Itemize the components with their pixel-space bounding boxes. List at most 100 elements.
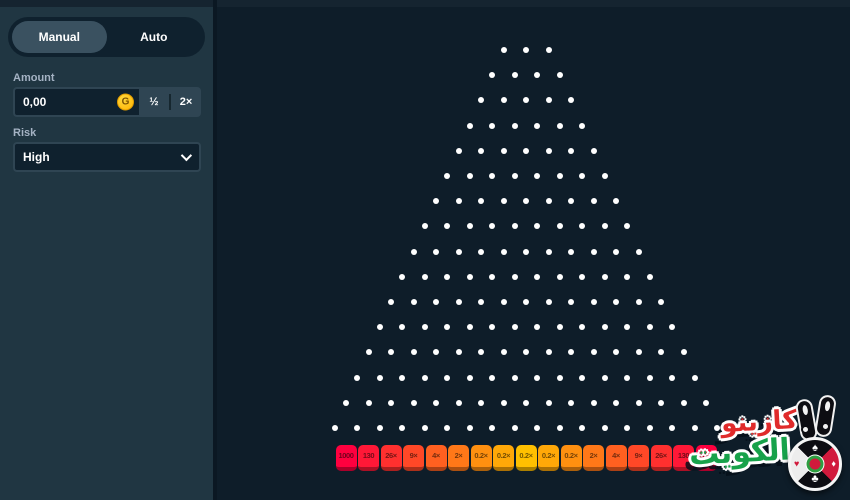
peg <box>399 425 406 431</box>
peg <box>511 425 518 431</box>
peg <box>410 248 417 255</box>
peg <box>534 273 541 280</box>
peg <box>579 173 586 179</box>
peg <box>354 425 361 431</box>
peg <box>489 173 496 179</box>
peg <box>478 299 484 305</box>
peg <box>613 248 619 255</box>
peg <box>511 223 518 230</box>
peg <box>478 248 484 255</box>
peg <box>568 248 574 255</box>
peg <box>410 399 417 406</box>
multiplier-bucket: 26× <box>650 445 672 471</box>
peg <box>433 399 439 406</box>
tab-manual[interactable]: Manual <box>12 21 107 53</box>
peg <box>601 374 608 381</box>
peg <box>489 374 496 381</box>
peg <box>613 399 619 406</box>
peg <box>534 223 541 230</box>
peg <box>624 425 631 431</box>
peg <box>601 324 608 331</box>
peg <box>489 122 496 129</box>
peg <box>579 324 586 331</box>
mode-toggle: Manual Auto <box>8 17 205 57</box>
peg <box>500 147 507 154</box>
peg <box>556 374 563 381</box>
peg <box>590 147 597 154</box>
multiplier-bucket: 0.2× <box>538 445 559 471</box>
peg <box>680 349 687 356</box>
peg <box>703 399 709 406</box>
peg <box>433 198 439 205</box>
multiplier-bucket: 2× <box>448 445 469 471</box>
peg <box>455 147 462 154</box>
peg <box>568 299 574 305</box>
peg <box>399 324 406 331</box>
peg <box>433 349 439 356</box>
peg <box>410 349 417 356</box>
peg <box>466 425 473 431</box>
peg <box>601 173 608 179</box>
risk-label: Risk <box>13 127 37 139</box>
peg <box>534 324 541 331</box>
multiplier-bucket: 0.2× <box>515 445 537 471</box>
peg <box>545 399 552 406</box>
peg <box>365 399 372 406</box>
peg <box>455 399 462 406</box>
multiplier-bucket: 1000 <box>695 445 717 471</box>
peg <box>669 324 676 331</box>
amount-input-wrap: G <box>13 87 139 117</box>
risk-select[interactable]: High <box>13 142 201 172</box>
multiplier-bucket: 0.2× <box>470 445 492 471</box>
peg <box>511 273 518 280</box>
peg <box>545 198 552 205</box>
peg <box>568 399 574 406</box>
half-bet-button[interactable]: ½ <box>139 87 169 117</box>
peg <box>613 299 619 305</box>
peg <box>444 273 451 280</box>
peg <box>534 374 541 381</box>
amount-row: G ½ 2× <box>13 87 201 117</box>
peg <box>444 173 451 179</box>
double-bet-button[interactable]: 2× <box>171 87 201 117</box>
peg <box>556 72 563 79</box>
peg <box>376 324 383 331</box>
peg <box>579 425 586 431</box>
peg <box>399 273 406 280</box>
peg <box>466 223 473 230</box>
multiplier-bucket: 0.2× <box>560 445 582 471</box>
peg <box>579 122 586 129</box>
peg <box>635 248 642 255</box>
peg <box>376 425 383 431</box>
peg <box>545 349 552 356</box>
top-strip <box>0 0 850 7</box>
peg <box>410 299 417 305</box>
risk-selected-value: High <box>23 150 50 164</box>
multiplier-bucket: 130 <box>358 445 379 471</box>
peg <box>489 72 496 79</box>
peg <box>444 425 451 431</box>
coin-icon: G <box>117 93 134 111</box>
peg <box>433 299 439 305</box>
peg <box>523 47 529 53</box>
peg <box>523 248 529 255</box>
peg <box>556 173 563 179</box>
tab-auto[interactable]: Auto <box>107 21 202 53</box>
peg <box>500 299 507 305</box>
peg <box>579 273 586 280</box>
peg <box>421 324 428 331</box>
peg <box>343 399 349 406</box>
peg <box>511 72 518 79</box>
peg <box>466 173 473 179</box>
amount-modifier-buttons: ½ 2× <box>139 87 201 117</box>
peg <box>545 97 552 104</box>
peg <box>478 198 484 205</box>
bet-sidebar: Manual Auto Amount G ½ 2× Risk High <box>0 7 213 500</box>
peg <box>680 399 687 406</box>
multiplier-bucket: 4× <box>425 445 447 471</box>
peg <box>635 299 642 305</box>
peg <box>646 425 653 431</box>
peg <box>556 223 563 230</box>
peg <box>376 374 383 381</box>
